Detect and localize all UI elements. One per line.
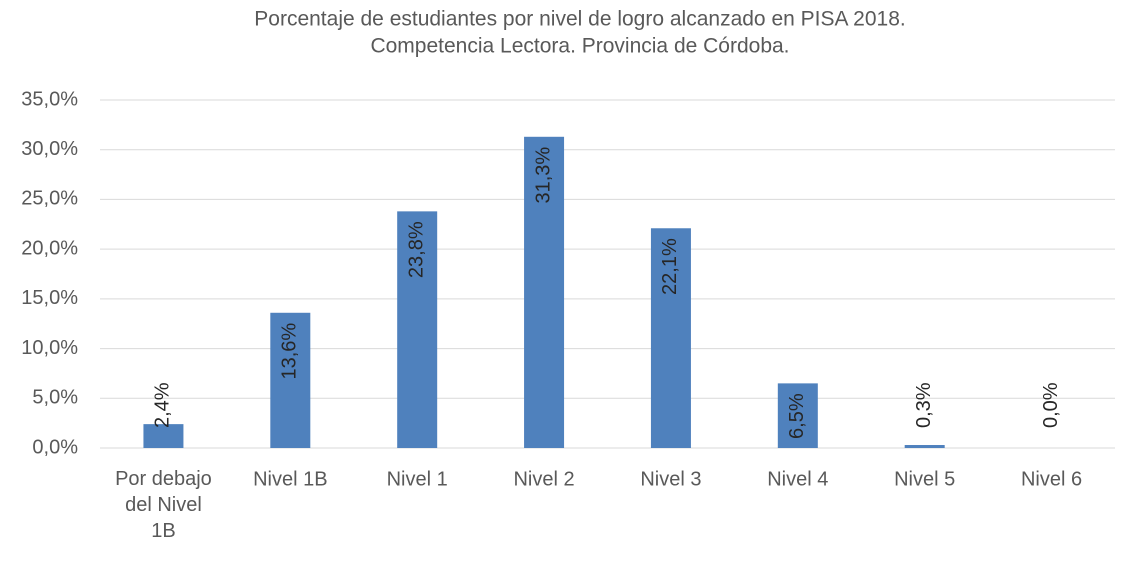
x-tick-label: Nivel 5 (894, 468, 955, 490)
value-label: 0,0% (1040, 382, 1062, 428)
chart-title: Porcentaje de estudiantes por nivel de l… (254, 8, 905, 31)
y-tick-label: 15,0% (21, 287, 78, 309)
bar (270, 312, 311, 448)
x-tick-label: Nivel 1B (253, 468, 327, 490)
value-label: 2,4% (152, 382, 174, 428)
chart-title: Competencia Lectora. Provincia de Córdob… (370, 35, 789, 58)
x-tick-label: Nivel 4 (767, 468, 828, 490)
x-tick-label: Por debajo del Nivel 1B (115, 468, 212, 542)
y-tick-label: 30,0% (21, 138, 78, 160)
bar (524, 136, 565, 448)
bar (777, 383, 818, 448)
x-tick-label-line: Por debajo (115, 468, 212, 490)
y-tick-label: 20,0% (21, 237, 78, 259)
value-label: 23,8% (405, 221, 427, 278)
value-label: 13,6% (279, 323, 301, 380)
x-tick-label-line: 1B (151, 520, 175, 542)
value-label: 6,5% (786, 393, 808, 439)
y-tick-label: 25,0% (21, 188, 78, 210)
bar (397, 211, 438, 448)
x-tick-label: Nivel 1 (387, 468, 448, 490)
bar (650, 228, 691, 448)
y-tick-label: 0,0% (32, 436, 78, 458)
y-tick-label: 10,0% (21, 337, 78, 359)
x-tick-label: Nivel 6 (1021, 468, 1082, 490)
value-label: 31,3% (532, 147, 554, 204)
bar (904, 445, 945, 448)
value-label: 22,1% (659, 238, 681, 295)
x-tick-label-line: del Nivel (125, 494, 202, 516)
y-tick-label: 35,0% (21, 88, 78, 110)
x-tick-label: Nivel 2 (513, 468, 574, 490)
value-label: 0,3% (913, 382, 935, 428)
x-tick-label: Nivel 3 (640, 468, 701, 490)
y-tick-label: 5,0% (32, 387, 78, 409)
bar (143, 424, 184, 448)
